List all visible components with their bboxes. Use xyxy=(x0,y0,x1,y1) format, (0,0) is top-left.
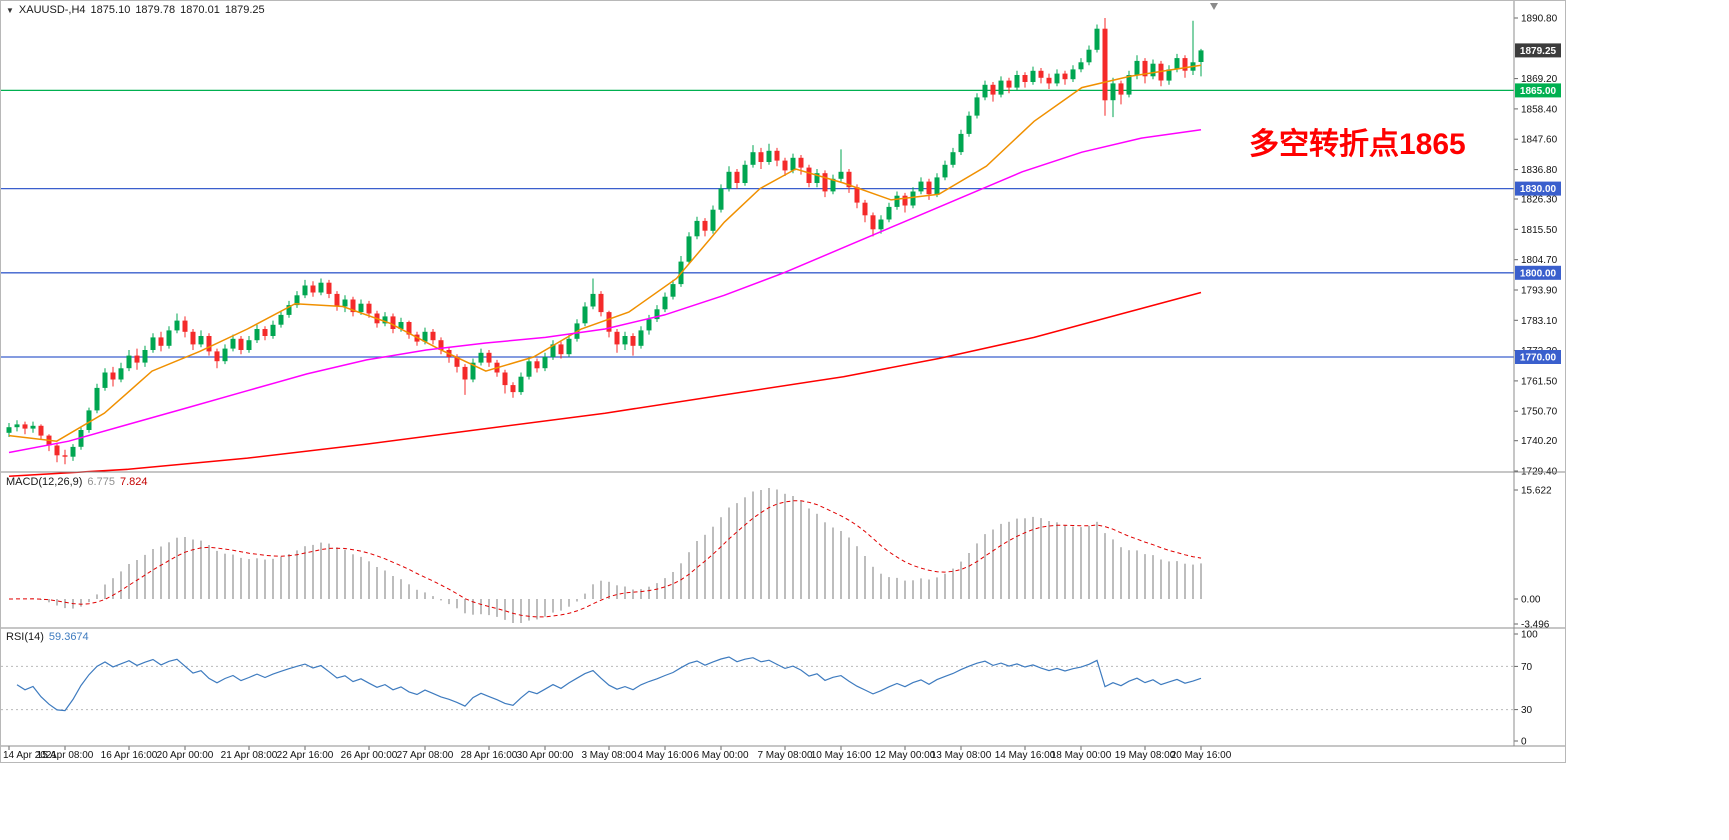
ohlc-open: 1875.10 xyxy=(90,4,131,16)
price-tick-label: 1761.50 xyxy=(1521,376,1558,387)
rsi-tick-label: 0 xyxy=(1521,737,1527,748)
rsi-tick-label: 30 xyxy=(1521,705,1533,716)
macd-label: MACD(12,26,9) 6.775 7.824 xyxy=(6,476,152,488)
price-badge-text: 1879.25 xyxy=(1520,46,1557,57)
price-tick-label: 1804.70 xyxy=(1521,255,1558,266)
price-tick-label: 1815.50 xyxy=(1521,225,1558,236)
price-badge-text: 1830.00 xyxy=(1520,184,1557,195)
time-label: 7 May 08:00 xyxy=(757,750,812,761)
time-label: 27 Apr 08:00 xyxy=(397,750,454,761)
price-badge-1830.00 xyxy=(1515,181,1561,196)
symbol-dropdown-icon[interactable]: ▼ xyxy=(6,6,14,15)
price-tick-label: 1847.60 xyxy=(1521,135,1558,146)
time-label: 15 Apr 08:00 xyxy=(37,750,94,761)
macd-pane: 15.622 0.00 -3.496 xyxy=(8,486,1552,631)
time-label: 13 May 08:00 xyxy=(931,750,992,761)
price-badge-1800.00 xyxy=(1515,265,1561,280)
macd-main-value: 6.775 xyxy=(87,476,115,488)
price-badge-text: 1800.00 xyxy=(1520,268,1557,279)
rsi-value: 59.3674 xyxy=(48,631,89,643)
annotation-text[interactable]: 多空转折点1865 xyxy=(1249,128,1466,161)
symbol-info: ▼ XAUUSD-,H4 1875.10 1879.78 1870.01 1879.25 xyxy=(6,4,270,16)
price-tick-label: 1793.90 xyxy=(1521,285,1558,296)
ma-fast-orange xyxy=(8,64,1202,442)
price-tick-label: 1826.30 xyxy=(1521,195,1558,206)
moving-average-lines xyxy=(8,64,1202,478)
time-label: 21 Apr 08:00 xyxy=(221,750,278,761)
rsi-name: RSI(14) xyxy=(6,631,44,643)
ohlc-close: 1879.25 xyxy=(224,4,265,16)
candlestick-series xyxy=(6,18,1204,465)
price-badge-1865.00 xyxy=(1515,83,1561,98)
rsi-label: RSI(14) 59.3674 xyxy=(6,631,94,643)
time-label: 10 May 16:00 xyxy=(811,750,872,761)
chart-canvas[interactable]: 1890.80 1869.20 1858.40 1847.60 1836.80 1826.… xyxy=(1,1,1565,762)
price-tick-label: 1783.10 xyxy=(1521,316,1558,327)
rsi-line xyxy=(16,656,1202,712)
price-badge-1879.25 xyxy=(1515,43,1561,58)
price-badge-1770.00 xyxy=(1515,350,1561,364)
time-label: 16 Apr 16:00 xyxy=(101,750,158,761)
price-tick-label: 1750.70 xyxy=(1521,407,1558,418)
ma-slow-red xyxy=(8,291,1202,478)
time-label: 19 May 08:00 xyxy=(1115,750,1176,761)
time-label: 18 May 00:00 xyxy=(1051,750,1112,761)
time-label: 20 Apr 00:00 xyxy=(157,750,214,761)
time-label: 22 Apr 16:00 xyxy=(277,750,334,761)
rsi-tick-label: 70 xyxy=(1521,662,1533,673)
chart-shift-marker xyxy=(1210,3,1218,10)
time-label: 14 May 16:00 xyxy=(995,750,1056,761)
macd-signal-value: 7.824 xyxy=(119,476,148,488)
macd-tick-label: 15.622 xyxy=(1521,486,1552,497)
horizontal-level-lines xyxy=(1,89,1514,358)
price-tick-label: 1740.20 xyxy=(1521,436,1558,447)
rsi-tick-label: 100 xyxy=(1521,630,1538,641)
price-badge-text: 1770.00 xyxy=(1520,353,1557,364)
macd-signal-line xyxy=(8,500,1202,618)
time-label: 4 May 16:00 xyxy=(637,750,692,761)
price-tick-label: 1869.20 xyxy=(1521,74,1558,85)
price-tick-label: 1858.40 xyxy=(1521,104,1558,115)
time-label: 12 May 00:00 xyxy=(875,750,936,761)
price-tick-label: 1890.80 xyxy=(1521,14,1558,25)
price-badge-text: 1865.00 xyxy=(1520,86,1557,97)
rsi-pane: 100 70 30 0 xyxy=(1,630,1538,748)
time-label: 26 Apr 00:00 xyxy=(341,750,398,761)
macd-tick-label: 0.00 xyxy=(1521,595,1541,606)
ohlc-high: 1879.78 xyxy=(135,4,176,16)
time-label: 30 Apr 00:00 xyxy=(517,750,574,761)
price-scale[interactable]: 1890.80 1869.20 1858.40 1847.60 1836.80 1826.… xyxy=(1514,14,1561,478)
mt4-chart-window: 1890.80 1869.20 1858.40 1847.60 1836.80 1826.… xyxy=(0,0,1566,763)
time-label: 3 May 08:00 xyxy=(581,750,636,761)
symbol-name: XAUUSD-,H4 xyxy=(18,4,86,16)
time-label: 6 May 00:00 xyxy=(693,750,748,761)
ohlc-low: 1870.01 xyxy=(180,4,220,16)
time-label: 20 May 16:00 xyxy=(1171,750,1232,761)
time-label: 28 Apr 16:00 xyxy=(461,750,518,761)
time-label: 14 Apr 2021 xyxy=(3,750,57,761)
macd-name: MACD(12,26,9) xyxy=(6,476,83,488)
ma-mid-magenta xyxy=(8,128,1202,454)
macd-tick-label: -3.496 xyxy=(1521,620,1550,631)
price-tick-label: 1836.80 xyxy=(1521,165,1558,176)
